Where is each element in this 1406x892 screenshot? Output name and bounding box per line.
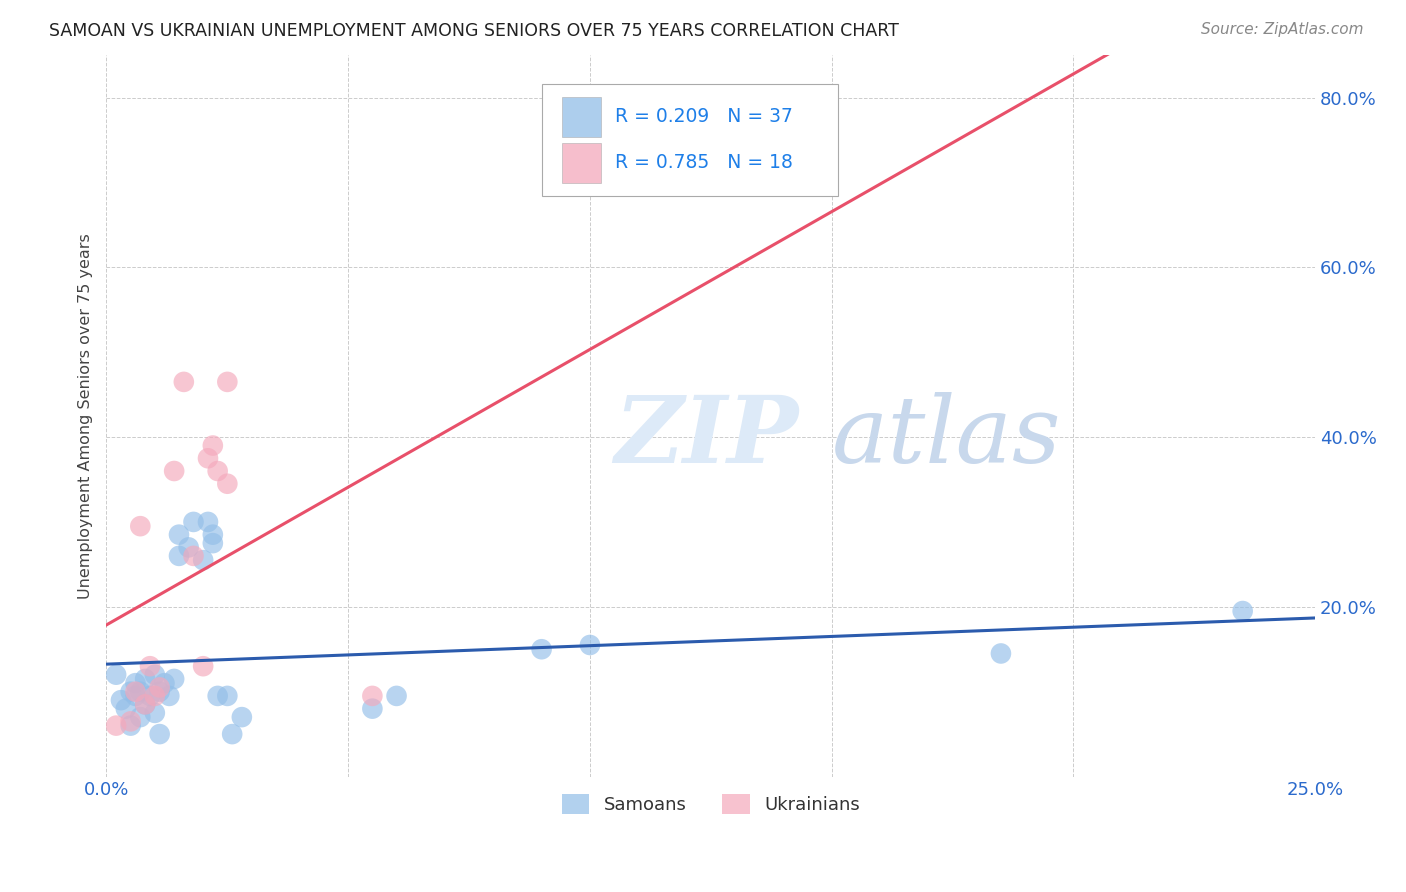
Point bbox=[183, 515, 205, 529]
Point bbox=[361, 701, 384, 715]
Point bbox=[217, 375, 239, 389]
Point bbox=[173, 375, 195, 389]
FancyBboxPatch shape bbox=[541, 84, 838, 196]
Point bbox=[143, 689, 166, 703]
Point bbox=[134, 672, 156, 686]
Point bbox=[139, 659, 162, 673]
Point bbox=[105, 718, 128, 732]
Point bbox=[153, 676, 176, 690]
Point bbox=[163, 672, 186, 686]
Point bbox=[183, 549, 205, 563]
Point bbox=[990, 647, 1012, 661]
Point bbox=[163, 464, 186, 478]
Text: R = 0.209   N = 37: R = 0.209 N = 37 bbox=[616, 107, 793, 127]
Point bbox=[124, 689, 146, 703]
FancyBboxPatch shape bbox=[562, 143, 600, 183]
Point bbox=[207, 689, 229, 703]
Point bbox=[221, 727, 243, 741]
Text: SAMOAN VS UKRAINIAN UNEMPLOYMENT AMONG SENIORS OVER 75 YEARS CORRELATION CHART: SAMOAN VS UKRAINIAN UNEMPLOYMENT AMONG S… bbox=[49, 22, 898, 40]
Legend: Samoans, Ukrainians: Samoans, Ukrainians bbox=[555, 787, 868, 822]
Point bbox=[110, 693, 132, 707]
Point bbox=[143, 706, 166, 720]
Point bbox=[197, 451, 219, 466]
FancyBboxPatch shape bbox=[562, 97, 600, 136]
Point bbox=[201, 438, 224, 452]
Point bbox=[197, 515, 219, 529]
Text: ZIP: ZIP bbox=[614, 392, 799, 483]
Point bbox=[167, 527, 190, 541]
Point bbox=[191, 659, 214, 673]
Point bbox=[149, 684, 172, 698]
Point bbox=[120, 718, 142, 732]
Point bbox=[149, 727, 172, 741]
Point bbox=[157, 689, 180, 703]
Point bbox=[105, 667, 128, 681]
Point bbox=[124, 684, 146, 698]
Point bbox=[1232, 604, 1254, 618]
Point bbox=[129, 710, 152, 724]
Text: atlas: atlas bbox=[832, 392, 1062, 483]
Point bbox=[149, 681, 172, 695]
Point bbox=[124, 676, 146, 690]
Point bbox=[361, 689, 384, 703]
Point bbox=[231, 710, 253, 724]
Point bbox=[530, 642, 553, 657]
Point bbox=[134, 698, 156, 712]
Point bbox=[385, 689, 408, 703]
Point bbox=[177, 541, 200, 555]
Point bbox=[207, 464, 229, 478]
Point bbox=[201, 527, 224, 541]
Point bbox=[139, 689, 162, 703]
Point bbox=[120, 684, 142, 698]
Point bbox=[191, 553, 214, 567]
Point bbox=[114, 701, 136, 715]
Point bbox=[217, 689, 239, 703]
Y-axis label: Unemployment Among Seniors over 75 years: Unemployment Among Seniors over 75 years bbox=[79, 233, 93, 599]
Point bbox=[579, 638, 602, 652]
Point bbox=[167, 549, 190, 563]
Point bbox=[120, 714, 142, 729]
Point bbox=[129, 684, 152, 698]
Text: R = 0.785   N = 18: R = 0.785 N = 18 bbox=[616, 153, 793, 172]
Point bbox=[143, 667, 166, 681]
Point bbox=[201, 536, 224, 550]
Point bbox=[134, 698, 156, 712]
Point bbox=[217, 476, 239, 491]
Point bbox=[129, 519, 152, 533]
Text: Source: ZipAtlas.com: Source: ZipAtlas.com bbox=[1201, 22, 1364, 37]
